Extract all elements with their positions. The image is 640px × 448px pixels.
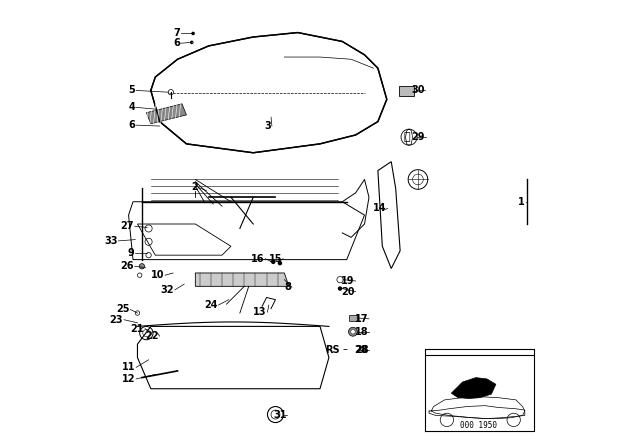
Text: 6: 6 [129, 120, 135, 130]
Text: 11: 11 [122, 362, 135, 372]
Circle shape [351, 330, 355, 334]
Text: 8: 8 [284, 282, 291, 292]
Text: 4: 4 [129, 102, 135, 112]
Text: 🔧: 🔧 [403, 132, 410, 142]
Text: 29: 29 [411, 132, 424, 142]
Text: 000 1950: 000 1950 [460, 421, 497, 430]
Text: 28: 28 [355, 345, 368, 354]
Text: 23: 23 [109, 315, 124, 325]
Circle shape [278, 261, 282, 265]
Text: 20: 20 [341, 287, 355, 297]
Text: 25: 25 [116, 305, 129, 314]
Circle shape [140, 263, 145, 269]
Text: 17: 17 [355, 314, 368, 324]
Text: 32: 32 [161, 285, 174, 295]
Text: 30: 30 [411, 86, 424, 95]
Polygon shape [195, 273, 289, 286]
Text: 31: 31 [273, 409, 287, 420]
Text: 28: 28 [355, 345, 369, 354]
Text: 21: 21 [131, 323, 144, 334]
Text: 9: 9 [127, 248, 134, 258]
Text: 15: 15 [269, 254, 282, 264]
Text: 22: 22 [145, 331, 159, 341]
Polygon shape [451, 378, 496, 399]
Text: –: – [342, 345, 347, 354]
Text: 5: 5 [129, 86, 135, 95]
FancyBboxPatch shape [349, 315, 357, 321]
Circle shape [338, 286, 342, 291]
Text: 6: 6 [173, 38, 180, 48]
Text: 26: 26 [120, 261, 134, 271]
Text: 3: 3 [264, 121, 271, 131]
Circle shape [191, 32, 195, 35]
Text: 19: 19 [341, 276, 355, 286]
Text: 16: 16 [251, 254, 264, 264]
Circle shape [349, 327, 357, 336]
FancyBboxPatch shape [399, 86, 414, 96]
Circle shape [271, 260, 275, 264]
Text: RS: RS [325, 345, 340, 354]
Circle shape [190, 41, 193, 44]
Polygon shape [147, 104, 186, 124]
Text: 18: 18 [355, 327, 368, 337]
Text: 12: 12 [122, 374, 135, 384]
Text: 7: 7 [173, 28, 180, 38]
Text: 33: 33 [104, 236, 117, 246]
Text: 24: 24 [204, 300, 218, 310]
Text: 27: 27 [120, 221, 134, 231]
Text: 2: 2 [191, 182, 198, 193]
Text: 13: 13 [253, 307, 267, 317]
Text: 1: 1 [518, 197, 525, 207]
Text: 10: 10 [150, 270, 164, 280]
Text: 14: 14 [373, 203, 387, 213]
